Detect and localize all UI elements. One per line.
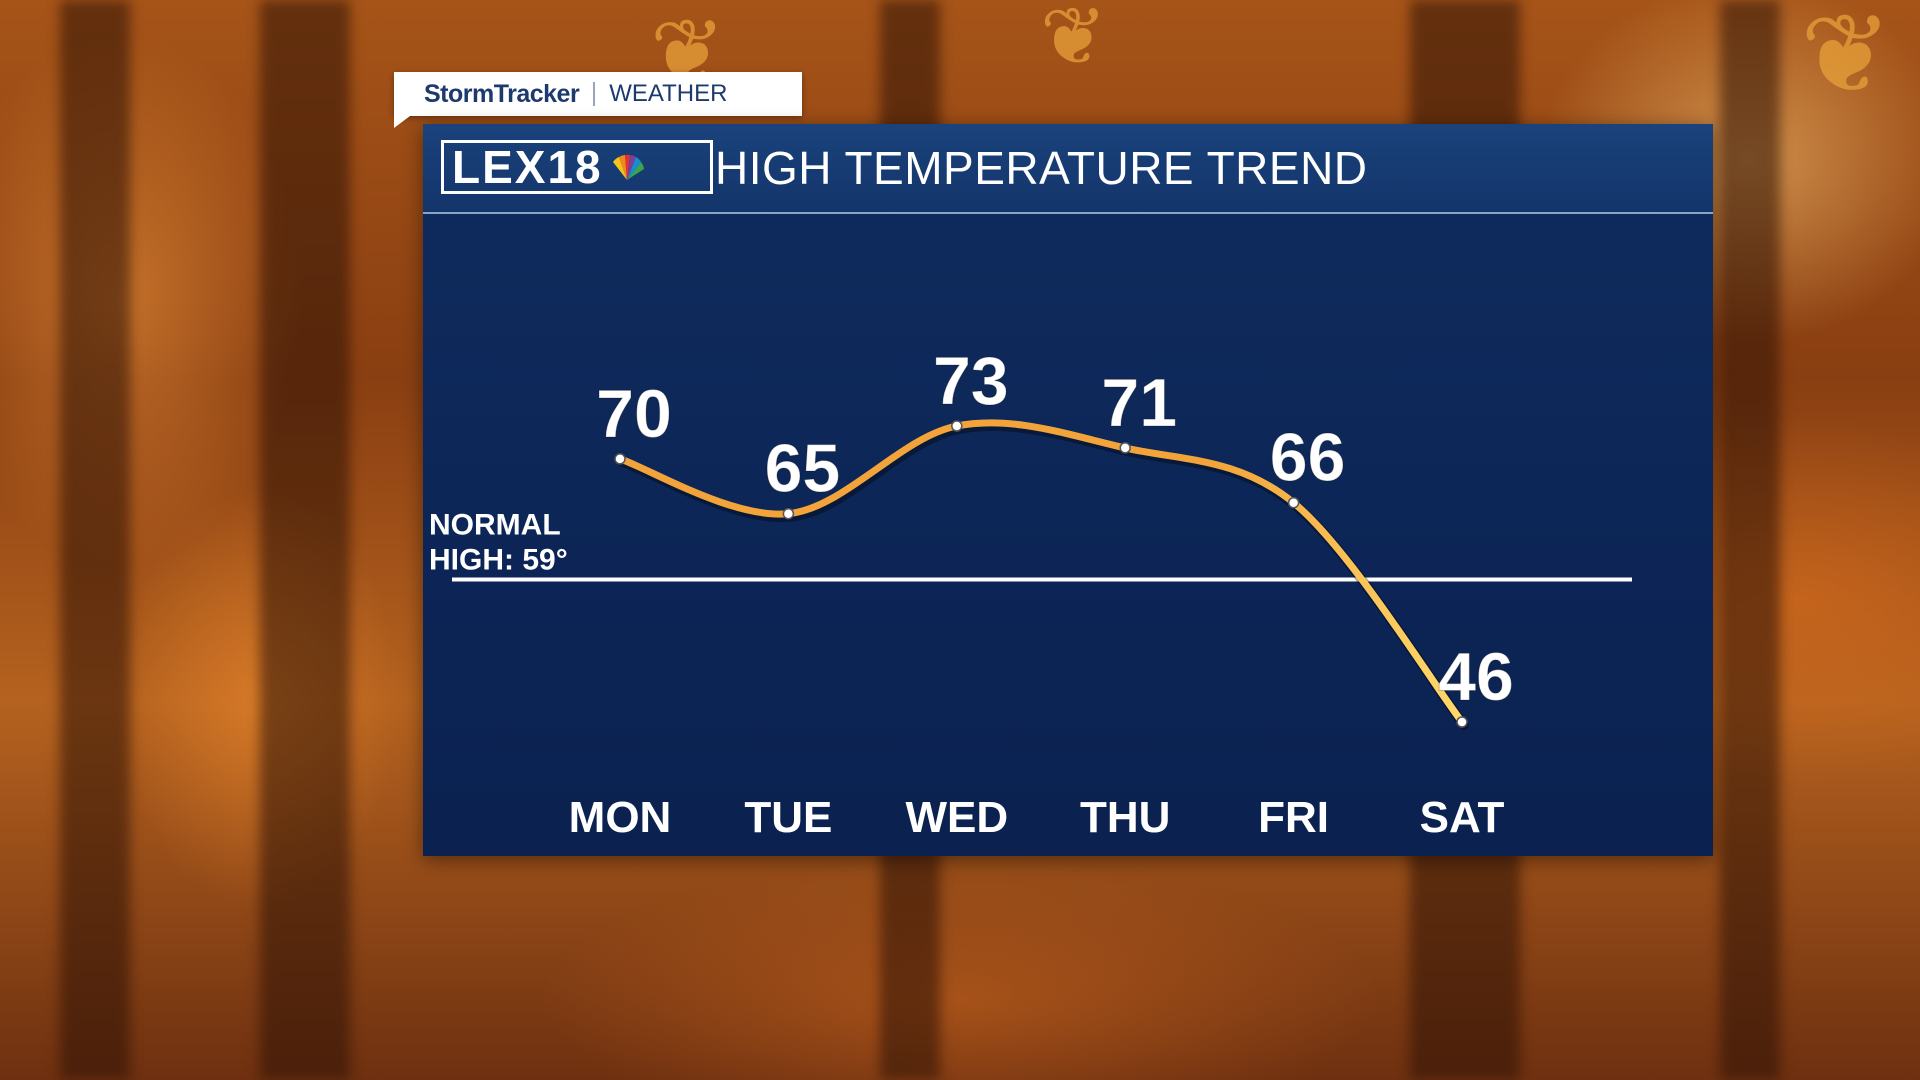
chart-panel: LEX18 HIGH TEMPERATURE TREND NO <box>423 124 1713 856</box>
x-tick-label-fri: FRI <box>1258 793 1329 842</box>
logo-text: LEX18 <box>452 141 603 193</box>
x-tick-label-wed: WED <box>905 793 1008 842</box>
stormtracker-weather-tab: StormTracker WEATHER <box>394 72 802 128</box>
value-label-tue: 65 <box>765 431 841 507</box>
value-label-mon: 70 <box>596 376 672 452</box>
brand-divider <box>593 82 596 106</box>
value-label-sat: 46 <box>1438 639 1514 715</box>
normal-high-label-line1: NORMAL <box>429 508 561 541</box>
x-tick-label-tue: TUE <box>744 793 832 842</box>
data-point-thu <box>1119 442 1131 454</box>
value-label-thu: 71 <box>1101 365 1177 441</box>
normal-high-label-line2: HIGH: 59° <box>429 543 568 576</box>
chart-title: HIGH TEMPERATURE TREND <box>715 142 1368 194</box>
data-point-fri <box>1287 496 1300 509</box>
brand-section: WEATHER <box>609 80 728 107</box>
x-tick-label-mon: MON <box>569 793 672 842</box>
data-point-mon <box>614 453 626 465</box>
x-tick-label-thu: THU <box>1080 793 1170 842</box>
peacock-icon <box>612 154 644 180</box>
value-label-fri: 66 <box>1270 420 1346 496</box>
x-tick-label-sat: SAT <box>1420 793 1505 842</box>
lex18-logo: LEX18 <box>441 140 713 194</box>
data-point-tue <box>782 507 795 520</box>
brand-name: StormTracker <box>424 79 580 108</box>
tab-notch <box>394 116 410 128</box>
value-label-wed: 73 <box>933 343 1009 419</box>
temperature-line <box>616 419 1466 726</box>
data-point-sat <box>1456 716 1468 728</box>
panel-header: LEX18 HIGH TEMPERATURE TREND <box>423 124 1713 214</box>
data-point-wed <box>951 420 963 432</box>
